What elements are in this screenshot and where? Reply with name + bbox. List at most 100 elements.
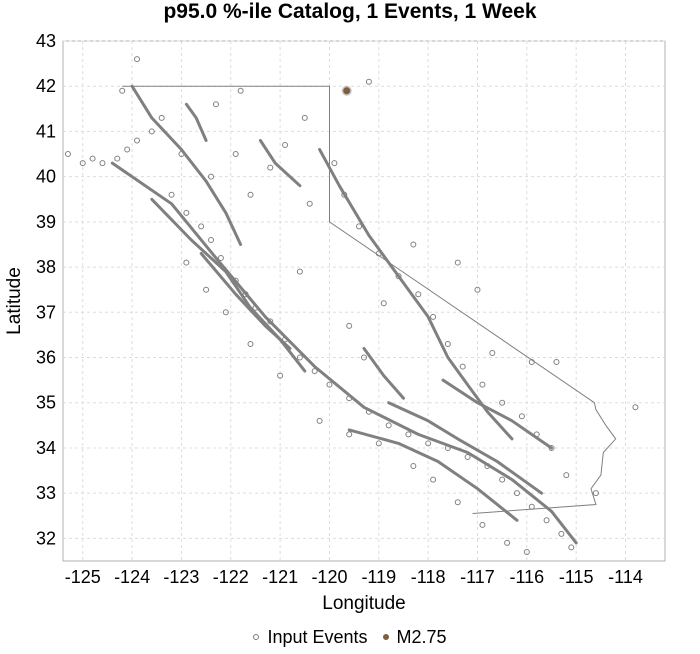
input-event-point [252,304,259,311]
x-axis-label: Longitude [322,593,405,614]
input-event-point [99,160,106,167]
input-event-point [247,340,254,347]
x-tick-label: -124 [114,567,150,587]
y-tick-label: 33 [36,483,56,503]
input-event-point [528,503,535,510]
fault-trace [362,347,405,400]
x-tick-label: -119 [361,567,396,587]
input-event-point [454,499,461,506]
x-tick-label: -115 [559,567,594,587]
fault-trace [387,401,544,495]
y-tick-label: 42 [36,76,56,96]
x-tick-label: -117 [460,567,495,587]
input-event-point [523,548,530,555]
input-event-point [277,372,284,379]
x-tick-label: -120 [311,567,347,587]
input-event-point [296,354,303,361]
input-event-point [79,160,86,167]
input-event-point [454,259,461,266]
input-event-point [168,191,175,198]
input-event-point [479,521,486,528]
input-event-points [64,56,639,555]
legend: Input Events M2.75 [0,624,700,648]
input-event-point [208,173,215,180]
input-event-point [489,350,496,356]
input-event-point [114,155,121,162]
input-event-point [267,164,274,171]
input-event-point [331,160,338,167]
fault-trace [258,139,302,188]
input-event-point [301,114,308,121]
input-event-point [183,259,190,266]
legend-label-input-events: Input Events [267,626,368,647]
legend-item-input-events: Input Events [253,626,368,648]
state-boundary-line [122,85,617,514]
x-tick-label: -125 [65,567,101,587]
input-event-point [543,517,550,524]
x-tick-label: -114 [608,567,643,587]
input-event-point [134,56,141,63]
input-event-point [415,291,422,298]
input-event-point [504,539,511,546]
input-event-point [64,151,71,158]
y-tick-label: 37 [36,302,56,322]
input-event-point [341,191,348,198]
input-event-point [459,363,466,370]
input-event-point [484,463,491,470]
fault-trace-lines [110,84,578,545]
input-event-point [410,241,417,248]
y-tick-label: 32 [36,528,56,548]
input-event-point [346,431,353,438]
input-event-point [410,463,417,470]
input-event-point [444,444,451,451]
input-event-point [430,313,437,320]
input-event-point [198,223,205,230]
x-tick-label: -116 [509,567,544,587]
input-event-point [183,209,190,216]
input-event-point [533,431,540,438]
input-event-point [375,440,382,447]
y-tick-label: 41 [36,121,56,141]
x-tick-label: -122 [213,567,249,587]
input-event-point [178,151,185,158]
input-event-point [247,191,254,198]
input-event-point [242,291,249,298]
input-event-point [528,359,535,366]
filled-circle-icon [382,634,389,640]
input-event-point [346,395,353,402]
input-event-point [444,340,451,347]
input-event-point [158,114,165,121]
input-event-point [316,417,323,424]
input-event-point [499,399,506,406]
input-event-point [119,87,126,94]
fault-trace [199,252,292,350]
input-event-point [513,490,520,497]
plot-area-frame [62,40,666,562]
input-event-point [208,236,215,243]
input-event-point [425,440,432,447]
fault-trace [130,84,243,246]
input-event-point [479,381,486,388]
input-event-point [222,309,229,316]
input-event-point [89,155,96,162]
chart-title: p95.0 %-ile Catalog, 1 Events, 1 Week [163,0,537,23]
input-event-point [356,223,363,230]
input-event-point [361,354,367,361]
legend-label-m275: M2.75 [396,626,447,647]
input-event-point [395,273,402,280]
input-event-point [385,422,392,429]
input-event-point [568,544,575,551]
input-event-point [346,322,353,329]
input-event-point [365,408,372,415]
input-event-point [296,268,303,275]
input-event-point [203,286,210,293]
fault-trace [441,378,553,450]
input-event-point [217,255,224,262]
input-event-point [237,87,244,94]
input-event-point [267,318,274,325]
input-event-point [134,137,141,144]
input-event-point [499,476,506,483]
input-event-point [553,359,560,366]
input-event-point [311,368,318,375]
